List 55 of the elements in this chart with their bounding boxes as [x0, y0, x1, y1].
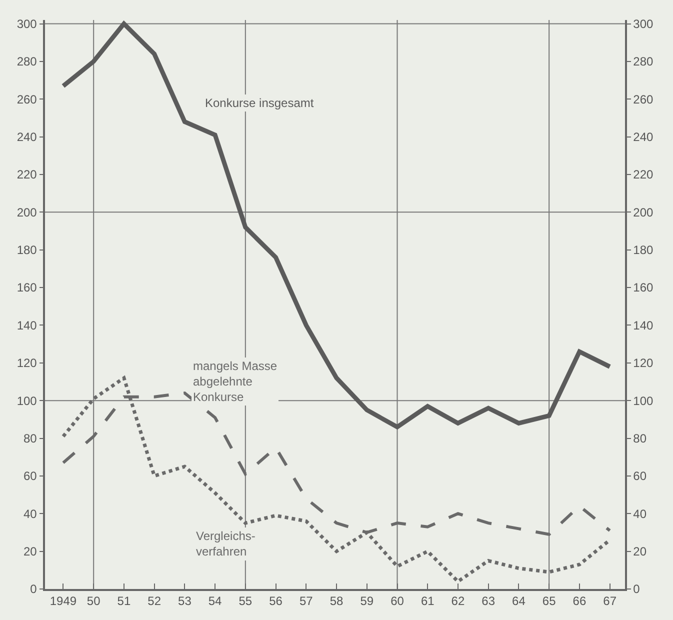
x-tick-label: 52	[148, 594, 162, 608]
y-tick-label: 180	[16, 243, 38, 258]
line-series	[60, 22, 612, 430]
series-label: Konkurse insgesamt	[205, 96, 314, 110]
y2-tick-label: 160	[633, 280, 654, 295]
y-tick-label: 0	[30, 582, 38, 596]
x-tick-label: 62	[451, 594, 465, 608]
y-tick-label: 280	[16, 54, 38, 69]
x-tick-label: 56	[269, 594, 283, 608]
y2-tick-label: 0	[633, 582, 640, 596]
x-tick-label: 57	[299, 594, 314, 608]
y-tick-label: 60	[23, 469, 38, 484]
x-tick-label: 50	[86, 594, 101, 608]
y-tick-label: 20	[23, 544, 38, 559]
y2-tick-label: 200	[633, 205, 654, 220]
y2-tick-label: 300	[633, 16, 654, 31]
x-tick-label: 60	[390, 594, 404, 608]
y2-tick-label: 20	[633, 544, 647, 559]
y-tick-label: 220	[16, 168, 38, 182]
y-tick-label: 100	[16, 394, 38, 408]
y2-tick-label: 100	[633, 394, 654, 408]
y-tick-label: 140	[16, 318, 38, 332]
series-label: mangels Masse abgelehnte Konkurse	[193, 359, 278, 404]
y2-tick-label: 140	[633, 318, 654, 332]
x-tick-label: 63	[482, 594, 496, 608]
x-tick-label: 67	[603, 594, 617, 608]
y-tick-label: 200	[16, 205, 38, 220]
x-tick-label: 55	[238, 594, 252, 608]
x-tick-label: 51	[117, 594, 131, 608]
y2-tick-label: 120	[633, 356, 654, 370]
x-tick-label: 65	[542, 594, 556, 608]
x-tick-label: 64	[512, 594, 526, 608]
y-tick-label: 240	[16, 130, 38, 144]
y2-tick-label: 60	[633, 469, 647, 484]
y2-tick-label: 40	[633, 506, 647, 521]
y-tick-label: 120	[16, 356, 38, 370]
y-tick-label: 80	[23, 431, 38, 446]
y2-tick-label: 260	[633, 92, 654, 106]
x-tick-label: 1949	[50, 594, 77, 608]
x-tick-label: 66	[572, 594, 586, 608]
y-tick-label: 260	[16, 92, 38, 106]
series-label: Vergleichs- verfahren	[196, 529, 256, 559]
y2-tick-label: 220	[633, 168, 654, 182]
y2-tick-label: 240	[633, 130, 654, 144]
y-tick-label: 160	[16, 280, 38, 295]
y2-tick-label: 280	[633, 54, 654, 69]
y2-tick-label: 180	[633, 243, 654, 258]
x-tick-label: 61	[420, 594, 435, 608]
x-tick-label: 54	[208, 594, 222, 608]
x-tick-label: 59	[360, 594, 374, 608]
y-tick-label: 300	[16, 16, 38, 31]
y2-tick-label: 80	[633, 431, 647, 446]
x-tick-label: 53	[178, 594, 192, 608]
y-tick-label: 40	[23, 506, 38, 521]
x-tick-label: 58	[330, 594, 344, 608]
